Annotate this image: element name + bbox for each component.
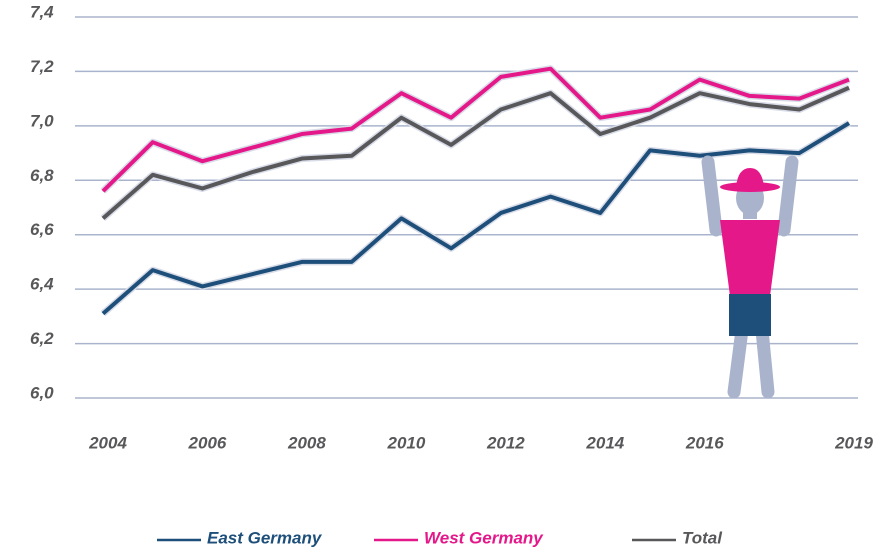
y-tick-label: 7,0 — [30, 111, 54, 130]
legend-label: Total — [682, 528, 723, 547]
person-illustration — [708, 162, 792, 392]
x-tick-label: 2016 — [685, 433, 724, 452]
x-tick-label: 2008 — [287, 433, 326, 452]
x-tick-label: 2012 — [486, 433, 525, 452]
y-tick-label: 6,4 — [30, 275, 54, 294]
y-tick-label: 6,6 — [30, 220, 54, 239]
x-tick-label: 2004 — [88, 433, 127, 452]
y-tick-label: 6,2 — [30, 329, 54, 348]
y-tick-label: 6,8 — [30, 166, 54, 185]
legend-label: East Germany — [207, 528, 323, 547]
x-tick-label: 2010 — [386, 433, 425, 452]
y-tick-label: 7,2 — [30, 57, 54, 76]
x-tick-label: 2019 — [834, 433, 873, 452]
x-tick-label: 2006 — [188, 433, 227, 452]
chart: 6,0 6,2 6,4 6,6 6,8 7,0 7,2 7,4 2004 2006 2008 2010… — [0, 0, 878, 550]
x-tick-label: 2014 — [585, 433, 624, 452]
y-tick-label: 7,4 — [30, 2, 54, 21]
legend-label: West Germany — [424, 528, 544, 547]
y-tick-label: 6,0 — [30, 383, 54, 402]
